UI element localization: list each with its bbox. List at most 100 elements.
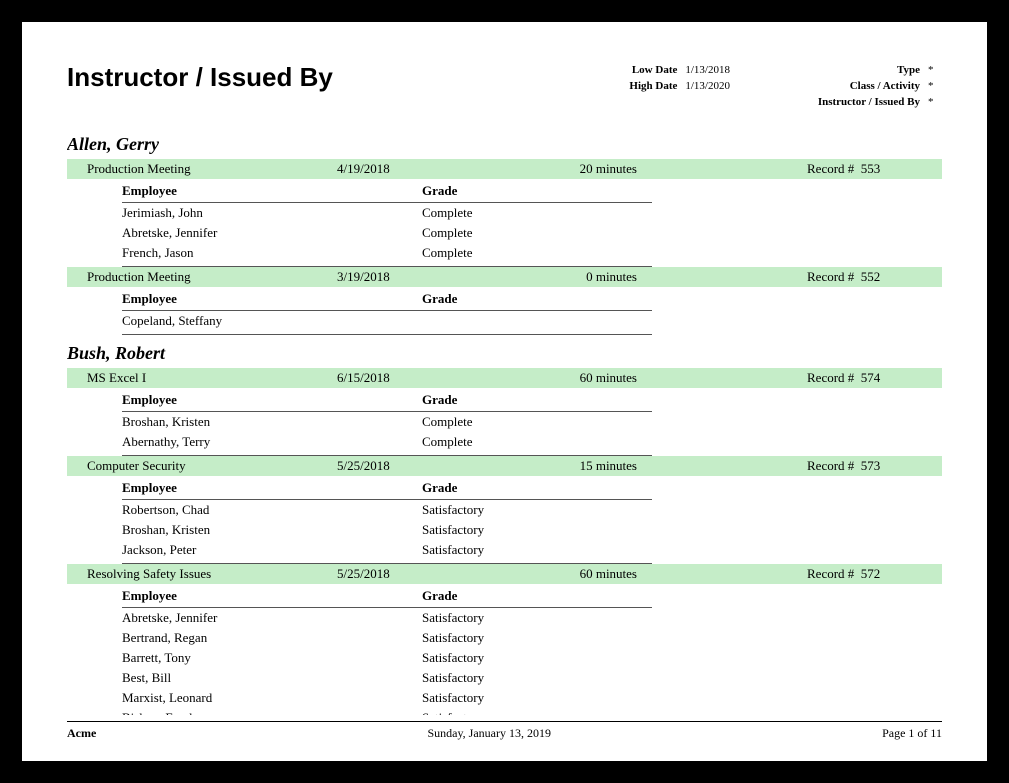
cell-grade: Satisfactory: [422, 670, 722, 686]
column-headers: EmployeeGrade: [122, 476, 652, 500]
cell-employee: Abretske, Jennifer: [122, 610, 422, 626]
session-bar: Production Meeting3/19/20180 minutes Reco…: [67, 267, 942, 287]
cell-grade: Complete: [422, 434, 722, 450]
session-date: 5/25/2018: [337, 458, 467, 474]
instructor-name: Allen, Gerry: [67, 134, 942, 155]
type-label: Type: [790, 64, 920, 76]
cell-grade: Satisfactory: [422, 650, 722, 666]
cell-grade: Satisfactory: [422, 502, 722, 518]
cell-grade: Satisfactory: [422, 690, 722, 706]
session-title: Computer Security: [87, 458, 337, 474]
cell-grade: Complete: [422, 245, 722, 261]
class-value: *: [928, 80, 942, 92]
page-title: Instructor / Issued By: [67, 62, 333, 93]
session-record: Record # 552: [807, 269, 942, 285]
session-minutes: 15 minutes: [467, 458, 647, 474]
session-date: 4/19/2018: [337, 161, 467, 177]
session-record: Record # 574: [807, 370, 942, 386]
high-date-label: High Date: [607, 80, 677, 92]
col-grade: Grade: [422, 291, 722, 307]
session-title: MS Excel I: [87, 370, 337, 386]
table-row: Broshan, KristenComplete: [122, 412, 652, 432]
cell-employee: Copeland, Steffany: [122, 313, 422, 329]
high-date-value: 1/13/2020: [685, 80, 730, 92]
cell-employee: Bertrand, Regan: [122, 630, 422, 646]
column-headers: EmployeeGrade: [122, 388, 652, 412]
session-minutes: 20 minutes: [467, 161, 647, 177]
cell-employee: Best, Bill: [122, 670, 422, 686]
session-title: Resolving Safety Issues: [87, 566, 337, 582]
report-footer: Acme Sunday, January 13, 2019 Page 1 of …: [67, 721, 942, 741]
table-row: Abretske, JenniferComplete: [122, 223, 652, 243]
session-title: Production Meeting: [87, 161, 337, 177]
session-date: 3/19/2018: [337, 269, 467, 285]
table-row: Bertrand, ReganSatisfactory: [122, 628, 652, 648]
table-row: Marxist, LeonardSatisfactory: [122, 688, 652, 708]
report-header: Instructor / Issued By Low Date 1/13/201…: [67, 62, 942, 108]
cell-employee: French, Jason: [122, 245, 422, 261]
cell-employee: Robertson, Chad: [122, 502, 422, 518]
cell-employee: Broshan, Kristen: [122, 522, 422, 538]
col-grade: Grade: [422, 480, 722, 496]
col-grade: Grade: [422, 392, 722, 408]
low-date-value: 1/13/2018: [685, 64, 730, 76]
table-row: Copeland, Steffany: [122, 311, 652, 331]
cell-grade: Satisfactory: [422, 630, 722, 646]
type-value: *: [928, 64, 942, 76]
cell-employee: Abretske, Jennifer: [122, 225, 422, 241]
col-employee: Employee: [122, 183, 422, 199]
table-row: Bishop, FrankSatisfactory: [122, 708, 652, 715]
cell-employee: Abernathy, Terry: [122, 434, 422, 450]
cell-employee: Jackson, Peter: [122, 542, 422, 558]
cell-grade: [422, 313, 722, 329]
table-row: Abernathy, TerryComplete: [122, 432, 652, 452]
col-grade: Grade: [422, 183, 722, 199]
table-row: Jackson, PeterSatisfactory: [122, 540, 652, 560]
report-page: Instructor / Issued By Low Date 1/13/201…: [22, 22, 987, 761]
col-employee: Employee: [122, 588, 422, 604]
table-row: Best, BillSatisfactory: [122, 668, 652, 688]
header-meta: Low Date 1/13/2018 High Date 1/13/2020 T…: [607, 62, 942, 108]
outer-frame: Instructor / Issued By Low Date 1/13/201…: [0, 0, 1009, 783]
session-rows: Abretske, JenniferSatisfactoryBertrand, …: [122, 608, 652, 715]
cell-employee: Barrett, Tony: [122, 650, 422, 666]
meta-filters: Type * Class / Activity * Instructor / I…: [790, 64, 942, 108]
session-record: Record # 553: [807, 161, 942, 177]
session-minutes: 0 minutes: [467, 269, 647, 285]
table-row: Abretske, JenniferSatisfactory: [122, 608, 652, 628]
cell-employee: Broshan, Kristen: [122, 414, 422, 430]
cell-grade: Satisfactory: [422, 610, 722, 626]
session-minutes: 60 minutes: [467, 370, 647, 386]
session-bar: MS Excel I6/15/201860 minutesRecord # 57…: [67, 368, 942, 388]
cell-grade: Complete: [422, 205, 722, 221]
session-bar: Resolving Safety Issues5/25/201860 minut…: [67, 564, 942, 584]
column-headers: EmployeeGrade: [122, 287, 652, 311]
column-headers: EmployeeGrade: [122, 584, 652, 608]
cell-employee: Jerimiash, John: [122, 205, 422, 221]
cell-grade: Satisfactory: [422, 710, 722, 715]
instructor-name: Bush, Robert: [67, 343, 942, 364]
cell-employee: Bishop, Frank: [122, 710, 422, 715]
instructor-label: Instructor / Issued By: [790, 96, 920, 108]
cell-grade: Complete: [422, 225, 722, 241]
footer-page: Page 1 of 11: [882, 726, 942, 741]
col-employee: Employee: [122, 480, 422, 496]
report-body: Allen, GerryProduction Meeting4/19/20182…: [67, 126, 942, 715]
cell-grade: Satisfactory: [422, 522, 722, 538]
session-record: Record # 572: [807, 566, 942, 582]
column-headers: EmployeeGrade: [122, 179, 652, 203]
class-label: Class / Activity: [790, 80, 920, 92]
cell-grade: Complete: [422, 414, 722, 430]
cell-grade: Satisfactory: [422, 542, 722, 558]
footer-date: Sunday, January 13, 2019: [427, 726, 551, 741]
table-row: Barrett, TonySatisfactory: [122, 648, 652, 668]
session-date: 5/25/2018: [337, 566, 467, 582]
session-rows: Jerimiash, JohnCompleteAbretske, Jennife…: [122, 203, 652, 267]
session-title: Production Meeting: [87, 269, 337, 285]
meta-dates: Low Date 1/13/2018 High Date 1/13/2020: [607, 64, 730, 108]
col-grade: Grade: [422, 588, 722, 604]
session-rows: Broshan, KristenCompleteAbernathy, Terry…: [122, 412, 652, 456]
table-row: French, JasonComplete: [122, 243, 652, 263]
session-bar: Production Meeting4/19/201820 minutes Rec…: [67, 159, 942, 179]
low-date-label: Low Date: [607, 64, 677, 76]
